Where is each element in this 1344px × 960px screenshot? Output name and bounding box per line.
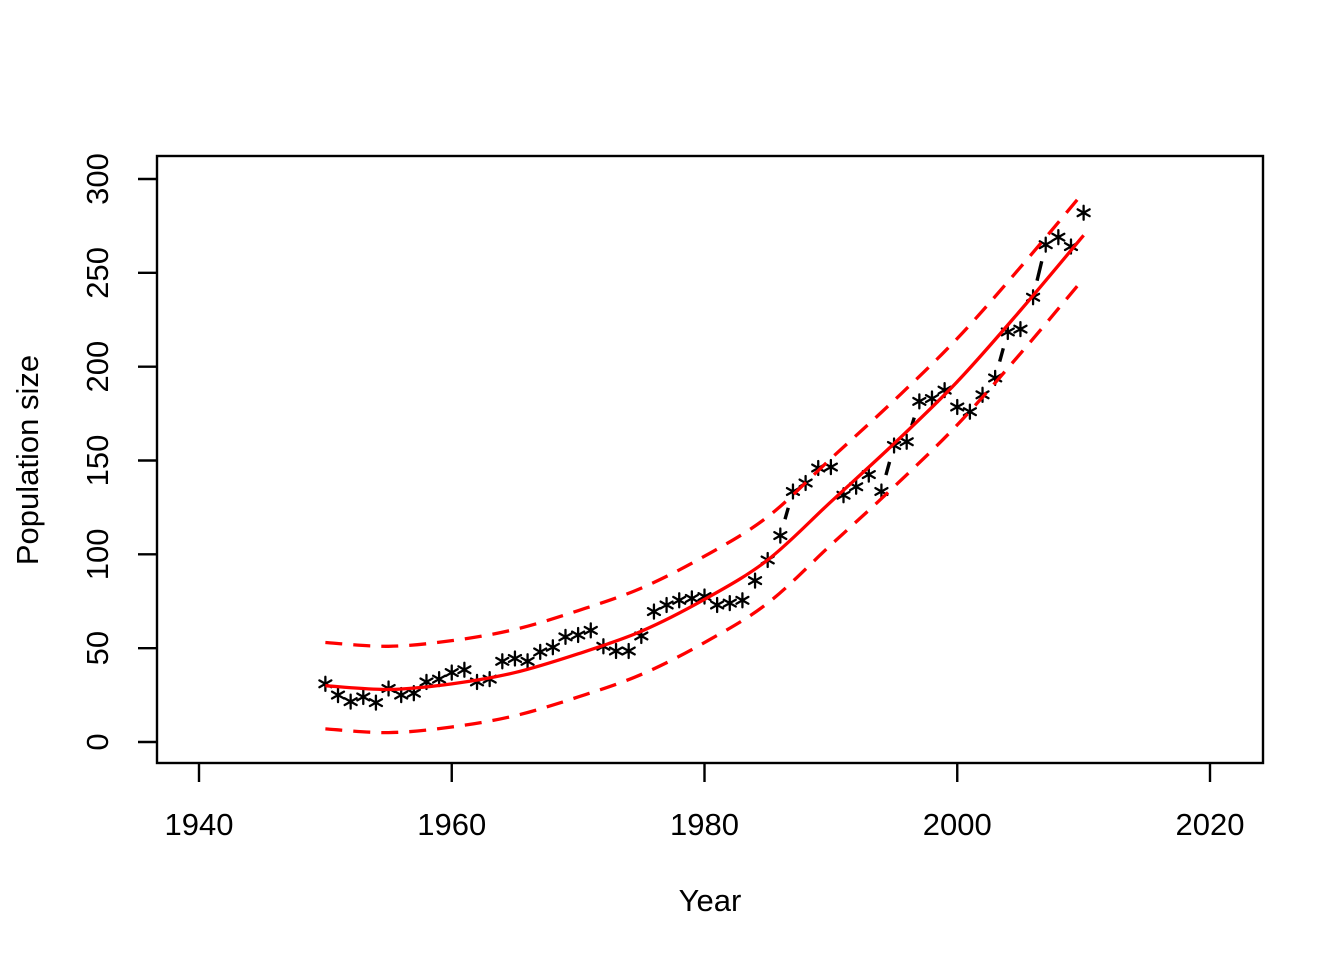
y-tick-label: 0	[80, 733, 115, 750]
data-point-asterisk	[507, 650, 523, 667]
upper-band-curve	[325, 191, 1085, 648]
data-point-asterisk	[735, 592, 750, 609]
data-point-asterisk	[444, 664, 459, 681]
data-point-asterisk	[558, 628, 573, 646]
data-points	[318, 204, 1091, 711]
data-point-asterisk	[368, 694, 384, 711]
data-point-asterisk	[1013, 320, 1028, 338]
data-point-asterisk	[330, 686, 346, 704]
y-axis-ticks: 0 50 100 150 200 250 300	[80, 153, 157, 751]
data-point-asterisk	[823, 458, 839, 476]
data-point-asterisk	[457, 661, 472, 678]
data-point-asterisk	[659, 596, 674, 614]
fit-line-curve	[325, 234, 1085, 692]
x-tick-label: 1980	[670, 807, 739, 842]
connector-dash	[1035, 260, 1044, 282]
y-tick-label: 100	[80, 528, 115, 580]
y-tick-label: 250	[80, 247, 115, 299]
x-axis-ticks: 1940 1960 1980 2000 2020	[165, 763, 1245, 842]
point-connector-dashes	[783, 260, 1044, 520]
y-tick-label: 150	[80, 435, 115, 487]
data-point-asterisk	[924, 390, 940, 407]
y-tick-label: 300	[80, 153, 115, 205]
connector-dash	[884, 461, 892, 476]
data-point-asterisk	[520, 653, 535, 670]
data-point-asterisk	[1076, 204, 1091, 221]
data-point-asterisk	[583, 622, 598, 639]
y-tick-label: 50	[80, 631, 115, 665]
data-point-asterisk	[684, 590, 700, 607]
data-point-asterisk	[608, 642, 624, 660]
connector-dash	[998, 347, 1005, 362]
data-point-asterisk	[950, 398, 965, 416]
data-point-asterisk	[773, 527, 788, 544]
data-point-asterisk	[356, 688, 371, 706]
data-point-asterisk	[621, 642, 636, 660]
lower-band-curve	[325, 277, 1085, 735]
connector-dash	[783, 507, 790, 520]
x-tick-label: 2020	[1176, 807, 1245, 842]
x-tick-label: 1940	[165, 807, 234, 842]
data-point-asterisk	[747, 572, 763, 589]
data-point-asterisk	[570, 626, 586, 644]
data-point-asterisk	[533, 643, 548, 661]
y-axis-title: Population size	[10, 355, 45, 565]
data-point-asterisk	[722, 594, 737, 612]
data-point-asterisk	[495, 653, 510, 670]
data-point-asterisk	[709, 596, 725, 614]
x-axis-title: Year	[679, 883, 742, 918]
data-point-asterisk	[646, 603, 662, 620]
data-point-asterisk	[912, 393, 927, 410]
data-point-asterisk	[343, 693, 358, 710]
data-point-asterisk	[672, 592, 687, 609]
data-point-asterisk	[545, 639, 560, 656]
data-point-asterisk	[899, 433, 914, 450]
y-tick-label: 200	[80, 341, 115, 393]
data-point-asterisk	[1038, 236, 1053, 253]
data-point-asterisk	[318, 675, 333, 692]
data-point-asterisk	[1051, 229, 1066, 246]
x-tick-label: 1960	[417, 807, 486, 842]
plot-box	[155, 154, 1265, 765]
x-tick-label: 2000	[923, 807, 992, 842]
fit-and-band-curves	[325, 191, 1085, 735]
